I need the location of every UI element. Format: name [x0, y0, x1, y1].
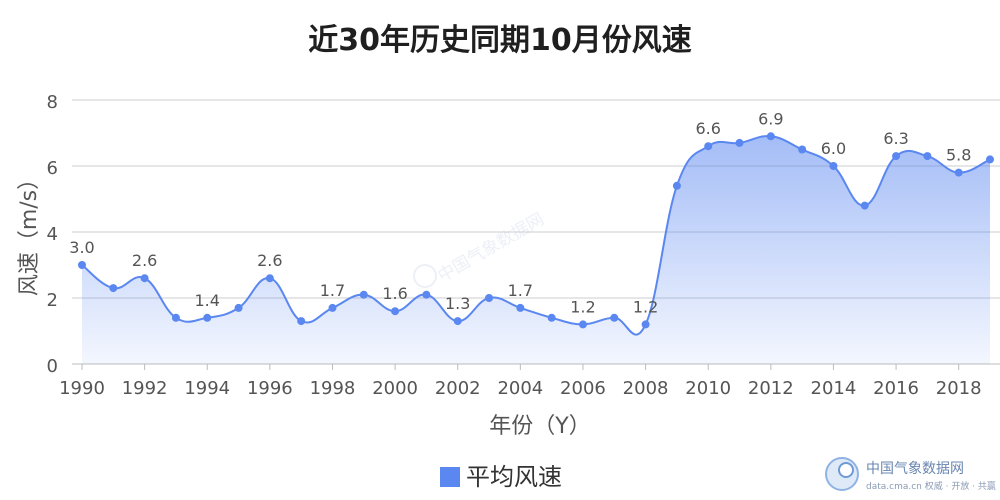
data-point[interactable] — [140, 274, 149, 283]
legend-label: 平均风速 — [466, 463, 562, 491]
data-label: 1.6 — [382, 284, 407, 303]
x-tick-label: 2014 — [811, 378, 857, 399]
data-labels: 3.0 2.6 1.4 2.6 1.7 1.6 1.3 1.7 1.2 1.2 6.6 6.9 6.0 6… — [69, 109, 971, 316]
legend[interactable]: 平均风速 — [440, 463, 562, 491]
data-point[interactable] — [391, 307, 400, 316]
watermark: 中国气象数据网 — [413, 210, 548, 288]
x-tick-label: 1990 — [59, 378, 105, 399]
x-tick-label: 2016 — [873, 378, 919, 399]
x-tick-label: 1996 — [247, 378, 293, 399]
data-point[interactable] — [641, 320, 650, 329]
data-label: 2.6 — [132, 251, 157, 270]
y-axis-ticks: 0 2 4 6 8 — [47, 92, 58, 377]
data-point[interactable] — [453, 317, 462, 326]
x-tick-label: 2000 — [372, 378, 418, 399]
x-tick-label: 2008 — [623, 378, 669, 399]
y-axis-label: 风速（m/s） — [17, 168, 42, 296]
y-tick-label: 8 — [47, 92, 58, 113]
data-point[interactable] — [422, 290, 431, 299]
data-label: 6.6 — [695, 119, 720, 138]
watermark-text: 中国气象数据网 — [435, 210, 548, 287]
data-point[interactable] — [297, 317, 306, 326]
data-point[interactable] — [328, 303, 337, 312]
data-point[interactable] — [516, 303, 525, 312]
series-points — [78, 132, 994, 329]
data-point[interactable] — [860, 201, 869, 210]
data-point[interactable] — [265, 274, 274, 283]
series-area — [82, 136, 990, 364]
data-point[interactable] — [78, 261, 86, 269]
legend-swatch — [440, 467, 460, 487]
data-point[interactable] — [923, 152, 932, 161]
brand-logo: 中国气象数据网 data.cma.cn 权威 · 开放 · 共赢 — [825, 457, 996, 492]
data-label: 3.0 — [69, 238, 94, 257]
data-label: 6.3 — [883, 129, 908, 148]
data-label: 1.3 — [445, 294, 470, 313]
data-point[interactable] — [829, 162, 838, 170]
data-point[interactable] — [485, 294, 494, 302]
chart-title: 近30年历史同期10月份风速 — [308, 23, 692, 58]
x-tick-label: 1994 — [184, 378, 230, 399]
x-axis-label: 年份（Y） — [489, 414, 590, 439]
watermark-logo-icon — [413, 264, 437, 288]
data-label: 6.0 — [821, 139, 846, 158]
x-tick-label: 2002 — [435, 378, 481, 399]
data-point[interactable] — [547, 313, 556, 322]
data-point[interactable] — [109, 284, 118, 293]
data-label: 2.6 — [257, 251, 282, 270]
x-tick-label: 2012 — [748, 378, 794, 399]
data-point[interactable] — [359, 290, 368, 299]
x-tick-label: 2010 — [685, 378, 731, 399]
brand-subtext: data.cma.cn 权威 · 开放 · 共赢 — [866, 480, 996, 492]
data-point[interactable] — [766, 132, 775, 141]
data-point[interactable] — [234, 303, 243, 312]
data-label: 1.7 — [508, 281, 533, 300]
data-point[interactable] — [203, 313, 212, 322]
data-label: 1.4 — [195, 291, 220, 310]
data-point[interactable] — [954, 168, 963, 177]
y-tick-label: 6 — [47, 158, 58, 179]
y-tick-label: 4 — [47, 224, 58, 245]
brand-logo-inner-icon — [838, 462, 854, 478]
data-point[interactable] — [892, 152, 901, 161]
y-tick-label: 0 — [47, 356, 58, 377]
data-label: 1.2 — [570, 297, 595, 316]
data-point[interactable] — [610, 313, 619, 322]
data-point[interactable] — [704, 142, 713, 151]
data-point[interactable] — [578, 320, 587, 329]
data-point[interactable] — [986, 155, 994, 164]
y-tick-label: 2 — [47, 290, 58, 311]
brand-name: 中国气象数据网 — [866, 461, 964, 477]
data-label: 1.2 — [633, 297, 658, 316]
data-point[interactable] — [735, 138, 744, 147]
data-point[interactable] — [171, 313, 180, 322]
x-tick-label: 1998 — [310, 378, 356, 399]
data-label: 6.9 — [758, 109, 783, 128]
x-tick-label: 2004 — [497, 378, 543, 399]
x-tick-label: 1992 — [122, 378, 168, 399]
data-label: 1.7 — [320, 281, 345, 300]
x-tick-label: 2018 — [936, 378, 982, 399]
data-point[interactable] — [798, 145, 807, 154]
data-label: 5.8 — [946, 146, 971, 165]
x-axis-ticks: 1990 1992 1994 1996 1998 2000 2002 2004 2006 2008… — [59, 363, 1000, 399]
x-tick-label: 2006 — [560, 378, 606, 399]
data-point[interactable] — [672, 181, 681, 190]
